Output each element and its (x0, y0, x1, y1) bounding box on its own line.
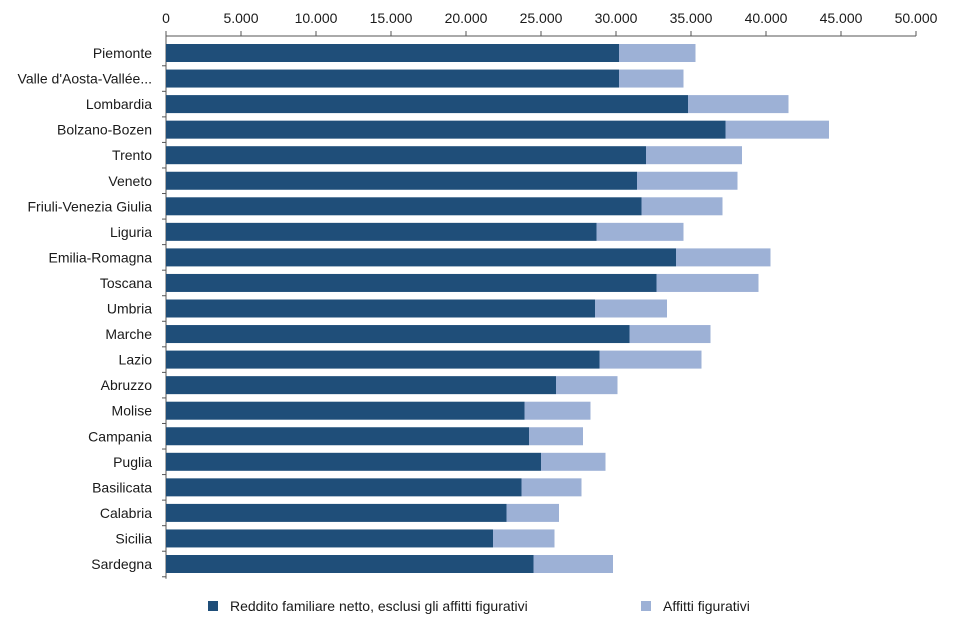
category-label: Calabria (100, 505, 152, 521)
bar-segment-reddito (166, 401, 525, 420)
legend-label: Affitti figurativi (663, 598, 750, 614)
bar-segment-affitti (637, 171, 738, 190)
bar-segment-affitti (676, 248, 771, 267)
bar-segment-affitti (556, 376, 618, 395)
x-tick-label: 5.000 (223, 10, 258, 26)
bars (166, 44, 829, 573)
bar-segment-affitti (629, 325, 711, 344)
bar-segment-affitti (529, 427, 583, 446)
bar-segment-affitti (506, 503, 559, 522)
category-label: Abruzzo (101, 377, 153, 393)
bar-segment-affitti (595, 299, 667, 318)
bar-segment-reddito (166, 350, 600, 369)
x-tick-label: 15.000 (370, 10, 413, 26)
category-label: Piemonte (93, 45, 152, 61)
bar-segment-reddito (166, 44, 619, 62)
category-label: Lombardia (86, 96, 152, 112)
legend-label: Reddito familiare netto, esclusi gli aff… (230, 598, 528, 614)
x-tick-label: 0 (162, 10, 170, 26)
category-label: Sardegna (91, 556, 152, 572)
bar-segment-reddito (166, 503, 507, 522)
bar-segment-reddito (166, 273, 657, 292)
bar-segment-reddito (166, 427, 529, 446)
category-label: Trento (112, 147, 152, 163)
category-label: Puglia (113, 454, 152, 470)
bar-segment-affitti (533, 555, 613, 573)
bar-segment-affitti (725, 120, 829, 139)
bar-segment-reddito (166, 69, 619, 88)
bar-segment-affitti (493, 529, 555, 548)
bar-segment-reddito (166, 529, 493, 548)
category-label: Molise (112, 403, 153, 419)
category-label: Umbria (107, 301, 152, 317)
category-label: Sicilia (115, 530, 152, 546)
bar-segment-reddito (166, 478, 522, 497)
legend-swatch (208, 601, 218, 611)
category-label: Bolzano-Bozen (57, 122, 152, 138)
bar-segment-affitti (541, 452, 606, 471)
category-label: Valle d'Aosta-Vallée... (18, 71, 152, 87)
category-label: Veneto (108, 173, 152, 189)
legend: Reddito familiare netto, esclusi gli aff… (208, 598, 750, 614)
bar-segment-affitti (524, 401, 591, 420)
bar-segment-reddito (166, 222, 597, 241)
x-tick-label: 40.000 (745, 10, 788, 26)
bar-segment-reddito (166, 146, 646, 165)
bar-segment-reddito (166, 248, 676, 267)
category-label: Basilicata (92, 479, 152, 495)
bar-segment-affitti (656, 273, 759, 292)
category-label: Liguria (110, 224, 152, 240)
bar-segment-reddito (166, 95, 688, 114)
bar-segment-reddito (166, 197, 642, 216)
category-labels: Piemonte Valle d'Aosta-Vallée... Lombardia… (18, 45, 166, 578)
bar-segment-reddito (166, 171, 637, 190)
x-tick-label: 20.000 (445, 10, 488, 26)
x-tick-label: 30.000 (595, 10, 638, 26)
bar-segment-reddito (166, 299, 595, 318)
category-label: Lazio (119, 352, 153, 368)
bar-segment-reddito (166, 120, 726, 139)
bar-segment-affitti (688, 95, 789, 114)
bar-segment-reddito (166, 325, 630, 344)
bar-segment-reddito (166, 452, 541, 471)
bar-segment-affitti (521, 478, 582, 497)
bar-segment-affitti (596, 222, 684, 241)
category-label: Campania (88, 428, 152, 444)
x-tick-label: 45.000 (820, 10, 863, 26)
category-label: Marche (105, 326, 152, 342)
bar-segment-affitti (641, 197, 723, 216)
x-tick-label: 35.000 (670, 10, 713, 26)
bar-segment-affitti (619, 69, 684, 88)
x-tick-label: 25.000 (520, 10, 563, 26)
category-label: Friuli-Venezia Giulia (28, 198, 153, 214)
bar-segment-affitti (599, 350, 702, 369)
category-label: Toscana (100, 275, 152, 291)
bar-segment-reddito (166, 376, 556, 395)
category-label: Emilia-Romagna (49, 249, 153, 265)
legend-swatch (641, 601, 651, 611)
x-tick-label: 10.000 (295, 10, 338, 26)
bar-segment-affitti (646, 146, 742, 165)
bar-segment-reddito (166, 555, 534, 573)
x-tick-label: 50.000 (895, 10, 938, 26)
bar-segment-affitti (619, 44, 696, 62)
